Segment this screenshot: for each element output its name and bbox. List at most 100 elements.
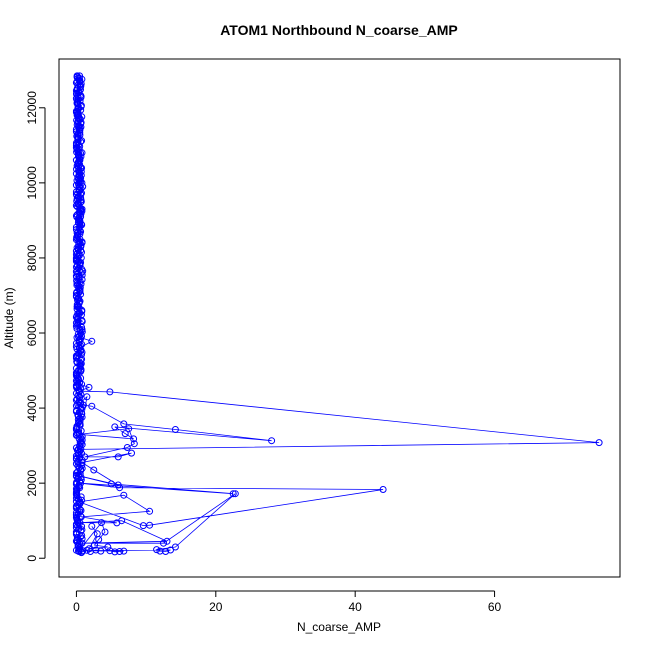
data-point [111,423,119,431]
data-point [77,220,85,228]
data-point [76,235,84,243]
data-point [79,267,87,275]
data-point [74,459,82,467]
data-point [75,367,82,375]
data-point [75,273,83,281]
data-point [123,444,131,451]
data-point [75,387,83,395]
data-point [229,490,237,498]
data-point [76,325,84,333]
data-point [75,115,83,123]
data-point [128,449,135,457]
data-point [74,451,82,459]
data-point [76,288,84,296]
data-point [88,522,96,530]
data-point [74,380,82,388]
x-ticks: 0 20 40 60 [73,591,502,614]
data-point [97,547,105,555]
data-point [75,498,83,506]
data-point [75,258,82,266]
data-point [79,401,87,409]
data-point [74,108,82,116]
y-ticks: 0 2000 4000 6000 8000 10000 12000 [25,91,45,562]
data-point [104,543,112,551]
data-point [595,439,603,447]
data-point [76,156,84,164]
data-point [75,89,82,97]
x-axis-label: N_coarse_AMP [297,620,381,634]
data-point [77,479,85,487]
data-point [74,75,82,82]
data-point [107,480,115,488]
data-point [88,402,96,410]
series-layer [72,72,603,557]
data-point [130,440,138,448]
data-point [75,224,83,232]
data-point [78,205,86,213]
data-point [77,164,85,172]
y-tick-label: 4000 [25,394,39,421]
data-point [153,546,161,554]
data-point [171,426,179,433]
data-point [91,541,98,549]
data-point [75,445,82,453]
data-point [77,198,85,206]
data-point [73,111,81,119]
data-point [75,153,82,161]
data-point [73,96,81,104]
y-axis-label: Altitude (m) [2,287,16,348]
data-point [231,490,239,498]
data-point [139,522,147,530]
data-point [85,545,93,553]
y-tick-label: 12000 [25,91,39,125]
data-point [120,491,128,499]
x-axis: 0 20 40 60 [73,590,502,614]
data-point [116,548,124,555]
data-point [75,430,83,438]
data-point [78,410,86,418]
data-point [106,547,114,555]
data-point [75,310,83,318]
plot-area [58,58,621,578]
data-point [73,303,81,311]
data-point [74,231,82,239]
y-tick-label: 10000 [25,166,39,200]
data-point [93,530,101,538]
y-tick-label: 2000 [25,469,39,496]
data-point [74,100,82,108]
data-point [125,425,133,433]
data-point [75,182,83,190]
data-point [74,81,82,89]
data-point [76,359,84,367]
data-point [76,519,84,527]
data-point [88,337,96,345]
data-point [75,344,83,352]
data-point [77,138,85,146]
data-point [75,175,82,183]
data-point [83,393,91,401]
data-point [146,507,154,515]
data-point [78,149,86,157]
data-point [74,130,82,138]
data-point [83,546,91,554]
data-point [74,119,82,127]
data-point [76,126,84,134]
data-point [78,539,86,547]
plot-frame [58,58,621,578]
data-point [85,383,93,391]
data-point [379,486,387,493]
data-point [77,374,85,382]
x-tick-label: 40 [349,600,363,614]
data-point [75,186,83,194]
data-point [74,352,82,359]
data-point [160,539,167,547]
data-point [74,280,82,288]
y-tick-label: 8000 [25,244,39,271]
data-point [78,459,86,466]
chart-title: ATOM1 Northbound N_coarse_AMP [220,22,458,38]
data-point [78,548,86,556]
x-tick-label: 60 [488,600,502,614]
data-point [268,437,276,445]
data-point [120,420,128,428]
